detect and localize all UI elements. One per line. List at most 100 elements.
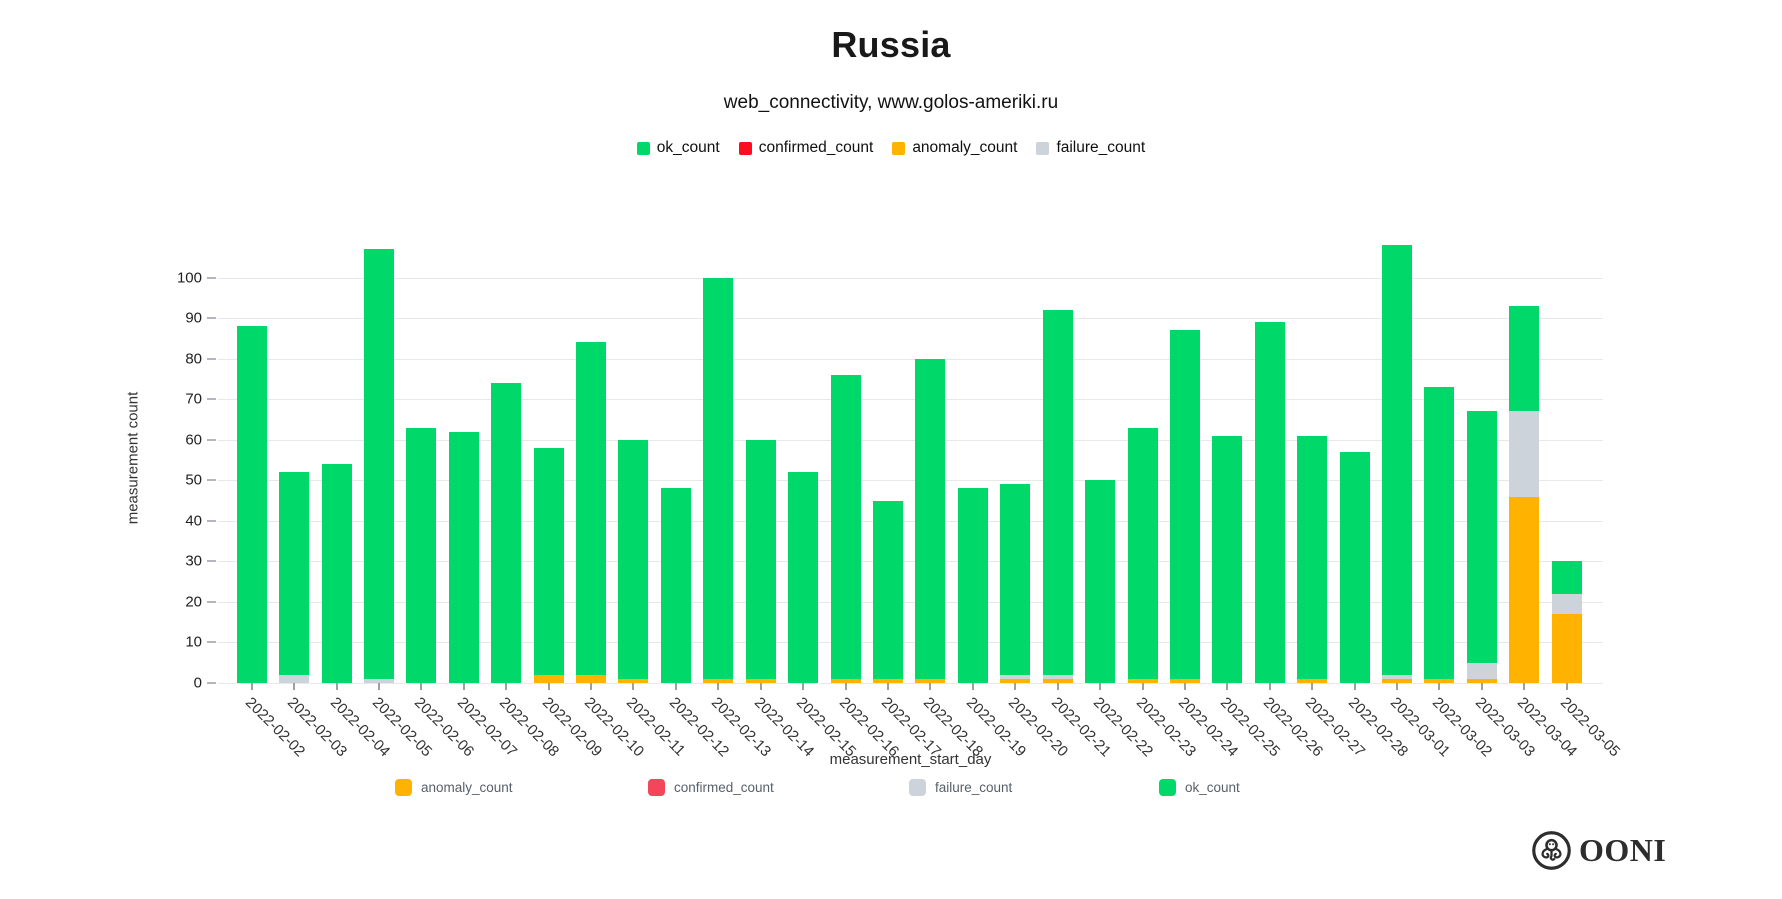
chart-subtitle: web_connectivity, www.golos-ameriki.ru — [723, 92, 1059, 113]
segment-anomaly_count — [1509, 496, 1540, 683]
segment-anomaly_count — [745, 678, 776, 683]
x-tick — [1056, 683, 1059, 690]
bar-2022-02-14[interactable] — [745, 439, 776, 683]
segment-failure_count — [363, 678, 394, 683]
segment-ok_count — [788, 472, 819, 683]
segment-anomaly_count — [1382, 678, 1413, 683]
y-tick — [207, 519, 216, 522]
x-tick — [547, 683, 550, 690]
bar-2022-02-03[interactable] — [279, 472, 310, 683]
segment-failure_count — [1382, 674, 1413, 679]
bar-2022-02-02[interactable] — [236, 326, 267, 683]
segment-anomaly_count — [915, 678, 946, 683]
legend-item-anomaly_count[interactable]: anomaly_count — [892, 139, 1017, 157]
bar-2022-03-05[interactable] — [1551, 561, 1582, 683]
segment-anomaly_count — [703, 678, 734, 683]
bar-2022-02-12[interactable] — [660, 488, 691, 683]
segment-ok_count — [406, 427, 437, 683]
legend-item-failure_count[interactable]: failure_count — [1036, 139, 1145, 157]
bar-2022-02-22[interactable] — [1085, 480, 1116, 683]
bar-2022-02-11[interactable] — [618, 439, 649, 683]
y-tick-label: 20 — [185, 593, 202, 611]
legend-item-confirmed_count[interactable]: confirmed_count — [738, 139, 874, 157]
segment-ok_count — [321, 464, 352, 683]
legend-swatch-failure_count — [909, 779, 926, 796]
segment-anomaly_count — [576, 674, 607, 683]
legend-item-ok_count[interactable]: ok_count — [1159, 779, 1240, 796]
y-tick — [207, 682, 216, 684]
legend-label: confirmed_count — [674, 780, 774, 795]
bar-2022-03-01[interactable] — [1382, 245, 1413, 683]
segment-ok_count — [660, 488, 691, 683]
bar-2022-02-16[interactable] — [830, 374, 861, 683]
bar-2022-02-17[interactable] — [873, 500, 903, 683]
chart-title: Russia — [831, 24, 951, 65]
x-axis-title: measurement_start_day — [829, 751, 992, 768]
segment-ok_count — [1339, 451, 1370, 683]
legend-item-ok_count[interactable]: ok_count — [636, 139, 720, 157]
legend-label: ok_count — [656, 139, 720, 156]
bar-2022-02-25[interactable] — [1212, 435, 1243, 683]
gridline-50 — [218, 480, 1603, 482]
segment-anomaly_count — [1424, 678, 1455, 683]
segment-anomaly_count — [1466, 678, 1497, 683]
segment-anomaly_count — [1297, 678, 1328, 683]
bar-2022-02-13[interactable] — [703, 277, 734, 683]
legend-item-confirmed_count[interactable]: confirmed_count — [648, 779, 774, 796]
x-tick — [505, 683, 508, 690]
segment-ok_count — [533, 447, 564, 675]
segment-ok_count — [1509, 305, 1540, 412]
x-tick — [1226, 683, 1229, 690]
x-tick — [590, 683, 593, 690]
legend-swatch-anomaly_count — [892, 141, 906, 155]
bar-2022-02-09[interactable] — [533, 447, 564, 683]
segment-ok_count — [1169, 330, 1200, 679]
y-tick-label: 70 — [185, 390, 202, 408]
segment-failure_count — [1042, 674, 1073, 679]
bar-2022-02-26[interactable] — [1254, 322, 1285, 683]
x-tick — [1565, 683, 1568, 690]
bar-2022-02-20[interactable] — [1000, 484, 1031, 683]
ooni-logo: OONI — [1531, 830, 1666, 871]
bar-2022-02-06[interactable] — [406, 427, 437, 683]
y-tick — [207, 398, 216, 401]
legend-label: anomaly_count — [912, 139, 1018, 156]
bar-2022-02-04[interactable] — [321, 464, 352, 683]
legend-label: ok_count — [1185, 780, 1240, 795]
segment-ok_count — [1466, 411, 1497, 663]
x-tick — [802, 683, 805, 690]
segment-ok_count — [703, 277, 734, 679]
legend-item-anomaly_count[interactable]: anomaly_count — [395, 779, 513, 796]
segment-ok_count — [1551, 561, 1582, 594]
bar-2022-02-28[interactable] — [1339, 451, 1370, 683]
legend-swatch-failure_count — [1036, 141, 1050, 155]
bar-2022-02-23[interactable] — [1127, 427, 1158, 683]
ooni-octopus-icon — [1532, 831, 1571, 870]
gridline-60 — [218, 439, 1603, 441]
bar-2022-02-18[interactable] — [915, 358, 946, 683]
bar-2022-02-10[interactable] — [576, 342, 607, 683]
bar-2022-03-04[interactable] — [1509, 305, 1540, 683]
y-tick-label: 80 — [185, 350, 202, 368]
segment-ok_count — [745, 439, 776, 679]
bar-2022-03-02[interactable] — [1424, 387, 1455, 683]
bar-2022-03-03[interactable] — [1466, 411, 1497, 683]
segment-ok_count — [873, 500, 903, 679]
bar-2022-02-21[interactable] — [1042, 310, 1073, 683]
y-tick-label: 0 — [193, 674, 202, 692]
bar-2022-02-07[interactable] — [448, 431, 479, 683]
y-axis-title: measurement count — [124, 391, 142, 525]
bar-2022-02-19[interactable] — [957, 488, 988, 683]
bar-2022-02-15[interactable] — [788, 472, 819, 683]
bar-2022-02-24[interactable] — [1169, 330, 1200, 683]
legend-item-failure_count[interactable]: failure_count — [909, 779, 1012, 796]
x-tick — [377, 683, 380, 690]
segment-ok_count — [1424, 387, 1455, 679]
gridline-90 — [218, 318, 1603, 320]
legend-swatch-ok_count — [1159, 779, 1176, 796]
bar-2022-02-27[interactable] — [1297, 435, 1328, 683]
legend-label: confirmed_count — [758, 139, 874, 156]
bar-2022-02-08[interactable] — [491, 382, 522, 683]
x-tick — [887, 683, 889, 690]
bar-2022-02-05[interactable] — [363, 249, 394, 683]
